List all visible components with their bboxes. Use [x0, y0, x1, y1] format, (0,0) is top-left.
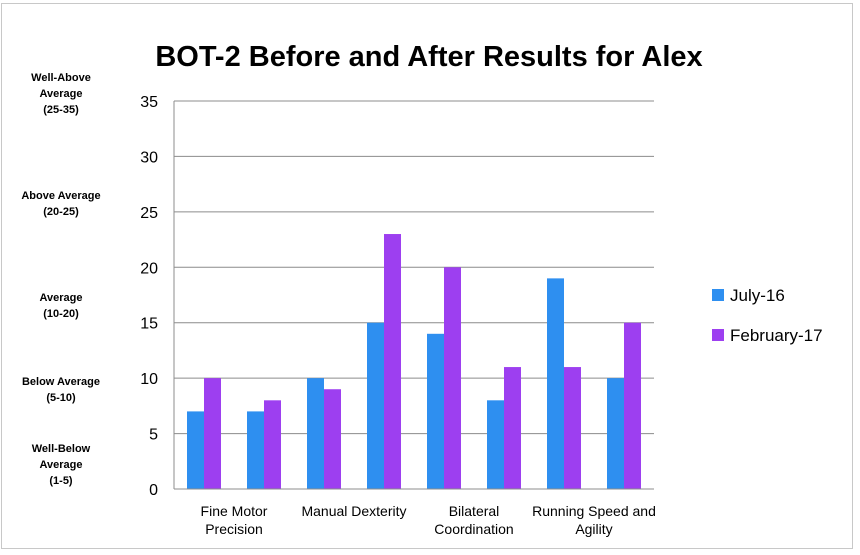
category-label: Fine Motor: [201, 503, 268, 519]
bar-july-16: [187, 411, 204, 489]
category-label: Manual Dexterity: [301, 503, 406, 519]
bar-february-17: [624, 322, 641, 489]
bar-july-16: [247, 411, 264, 489]
bar-july-16: [427, 333, 444, 489]
y-tick-label: 25: [140, 205, 158, 222]
bar-february-17: [444, 267, 461, 489]
category-label: Agility: [575, 521, 612, 537]
category-label: Running Speed and: [532, 503, 656, 519]
bar-february-17: [564, 367, 581, 489]
band-label: Average: [39, 292, 82, 304]
bar-february-17: [324, 389, 341, 489]
band-label: Above Average: [21, 190, 100, 202]
chart-title: BOT-2 Before and After Results for Alex: [155, 41, 702, 73]
gridlines: [174, 100, 654, 435]
category-label: Bilateral: [449, 503, 500, 519]
y-tick-labels: 0 5 10 15 20 25 30 35: [140, 94, 158, 499]
category-labels: Fine Motor Precision Manual Dexterity Bilat…: [201, 503, 656, 537]
axes: [173, 101, 654, 490]
bar-february-17: [504, 367, 521, 489]
band-labels: Well-Above Average (25-35) Above Average (20…: [21, 72, 100, 487]
band-label: Average: [39, 459, 82, 471]
bar-chart: BOT-2 Before and After Results for Alex …: [21, 41, 823, 537]
bars: [187, 234, 641, 489]
bar-july-16: [547, 278, 564, 489]
bar-july-16: [487, 400, 504, 489]
y-tick-label: 0: [149, 482, 158, 499]
band-label: (1-5): [49, 475, 73, 487]
bar-february-17: [204, 378, 221, 489]
category-label: Coordination: [434, 521, 513, 537]
legend-swatch: [712, 329, 724, 341]
y-tick-label: 10: [140, 371, 158, 388]
bar-july-16: [607, 378, 624, 489]
bar-july-16: [307, 378, 324, 489]
category-label: Precision: [205, 521, 263, 537]
band-label: Well-Below: [32, 443, 91, 455]
band-label: Well-Above: [31, 72, 91, 84]
y-tick-label: 15: [140, 316, 158, 333]
bar-july-16: [367, 322, 384, 489]
chart-frame: BOT-2 Before and After Results for Alex …: [1, 3, 853, 549]
band-label: Average: [39, 88, 82, 100]
band-label: (20-25): [43, 206, 79, 218]
y-tick-label: 30: [140, 149, 158, 166]
legend-label: July-16: [730, 286, 785, 305]
band-label: Below Average: [22, 376, 100, 388]
legend-swatch: [712, 289, 724, 301]
y-tick-label: 5: [149, 427, 158, 444]
legend: July-16 February-17: [712, 286, 823, 345]
bar-february-17: [264, 400, 281, 489]
band-label: (25-35): [43, 104, 79, 116]
y-tick-label: 35: [140, 94, 158, 111]
y-tick-label: 20: [140, 260, 158, 277]
bar-february-17: [384, 234, 401, 489]
legend-label: February-17: [730, 326, 823, 345]
band-label: (5-10): [46, 392, 76, 404]
band-label: (10-20): [43, 308, 79, 320]
